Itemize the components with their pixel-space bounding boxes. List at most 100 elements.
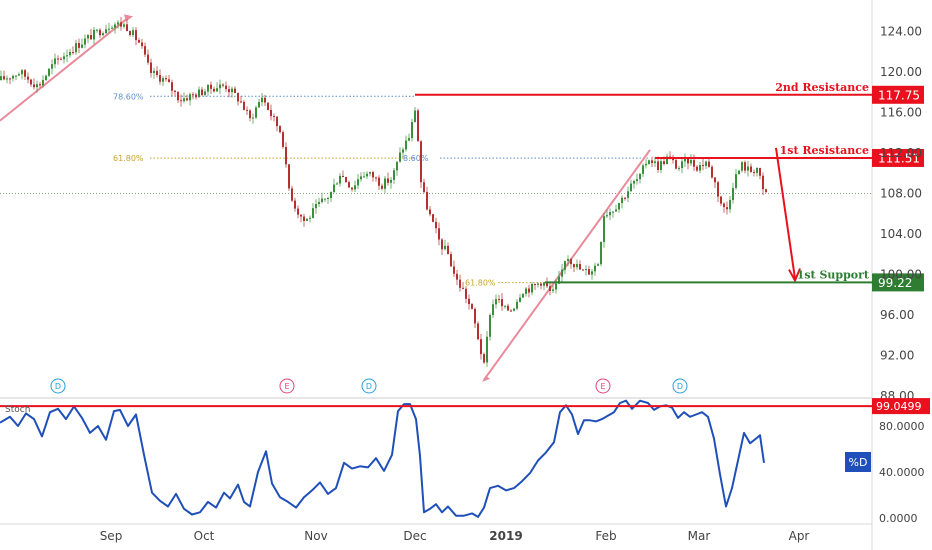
candle-body <box>393 170 395 180</box>
candle-body <box>207 84 209 92</box>
candle-body <box>489 315 491 337</box>
event-marker-circle <box>50 378 66 394</box>
candle-body <box>345 176 347 183</box>
candle-body <box>591 271 593 275</box>
candle-body <box>135 30 137 41</box>
candle-body <box>657 161 659 170</box>
candle-body <box>36 84 38 88</box>
candle-body <box>696 166 698 171</box>
stoch-tick-label: 0.0000 <box>879 512 918 525</box>
candle-body <box>465 288 467 299</box>
uptrend-line-2 <box>483 149 651 381</box>
price-tick-label: 92.00 <box>880 349 914 363</box>
candle-body <box>765 189 767 192</box>
price-tag-text: 111.51 <box>878 151 920 165</box>
candle-body <box>6 78 8 80</box>
event-marker[interactable]: D <box>361 378 377 394</box>
candle-body <box>363 176 365 178</box>
candle-body <box>177 91 179 101</box>
candle-body <box>321 198 323 203</box>
candle-body <box>501 299 503 307</box>
candle-body <box>474 308 476 324</box>
key-levels: 2nd Resistance 117.75 1st Resistance 111.51… <box>415 81 924 292</box>
time-axis: Sep Oct Nov Dec 2019 Feb Mar Apr <box>100 529 810 543</box>
candle-body <box>348 182 350 188</box>
candle-body <box>606 215 608 217</box>
candle-body <box>576 264 578 268</box>
candle-body <box>30 79 32 85</box>
candle-body <box>267 102 269 110</box>
candle-body <box>675 160 677 169</box>
candle-body <box>681 161 683 168</box>
candle-body <box>288 164 290 189</box>
candle-body <box>444 245 446 250</box>
candle-body <box>516 301 518 309</box>
candle-body <box>81 44 83 48</box>
candle-body <box>168 79 170 83</box>
candle-body <box>114 24 116 28</box>
price-tick-label: 104.00 <box>880 227 922 241</box>
candle-body <box>198 89 200 98</box>
price-tick-label: 116.00 <box>880 106 922 120</box>
event-marker-circle <box>279 378 295 394</box>
candle-body <box>762 175 764 190</box>
candle-body <box>150 62 152 74</box>
candle-body <box>159 75 161 82</box>
time-tick-label: Apr <box>789 529 810 543</box>
candle-body <box>18 74 20 76</box>
candle-body <box>531 283 533 293</box>
event-marker[interactable]: D <box>672 378 688 394</box>
candle-body <box>24 70 26 77</box>
candle-body <box>216 88 218 92</box>
candle-body <box>366 173 368 177</box>
candle-body <box>573 264 575 268</box>
candle-body <box>219 84 221 89</box>
candle-body <box>708 161 710 167</box>
event-marker[interactable]: E <box>279 378 295 394</box>
candle-body <box>357 179 359 186</box>
event-marker[interactable]: D <box>50 378 66 394</box>
candle-body <box>543 282 545 286</box>
candle-body <box>381 185 383 189</box>
candle-body <box>39 84 41 86</box>
candle-body <box>603 216 605 242</box>
price-tick-label: 120.00 <box>880 65 922 79</box>
candle-body <box>615 209 617 212</box>
candle-body <box>735 174 737 188</box>
price-tag-text: 99.22 <box>878 276 912 290</box>
candle-body <box>651 160 653 164</box>
candle-body <box>237 92 239 102</box>
candle-body <box>279 126 281 133</box>
candle-body <box>342 175 344 177</box>
stoch-pane-label: Stoch <box>5 405 30 415</box>
candle-body <box>48 68 50 76</box>
candle-body <box>309 217 311 219</box>
candle-body <box>324 198 326 200</box>
candle-body <box>333 184 335 192</box>
candle-body <box>402 149 404 153</box>
candle-body <box>360 176 362 180</box>
candle-body <box>453 266 455 274</box>
candle-body <box>432 214 434 222</box>
candle-body <box>732 187 734 200</box>
candle-body <box>726 207 728 210</box>
candle-body <box>33 84 35 88</box>
candle-body <box>300 214 302 217</box>
price-tick-label: 108.00 <box>880 187 922 201</box>
event-marker-letter: D <box>55 382 61 391</box>
candle-body <box>66 55 68 57</box>
candle-body <box>138 40 140 43</box>
candle-body <box>111 27 113 29</box>
event-marker[interactable]: E <box>595 378 611 394</box>
candle-body <box>276 116 278 127</box>
event-marker-letter: D <box>366 382 372 391</box>
projection-arrowhead <box>788 268 801 283</box>
stoch-legend-text: %D <box>849 456 868 469</box>
candle-body <box>57 58 59 60</box>
candle-body <box>0 76 2 81</box>
candle-body <box>723 203 725 208</box>
candle-body <box>552 289 554 291</box>
candle-body <box>558 276 560 284</box>
uptrend-arrowhead-2 <box>482 375 490 382</box>
candle-body <box>741 162 743 171</box>
